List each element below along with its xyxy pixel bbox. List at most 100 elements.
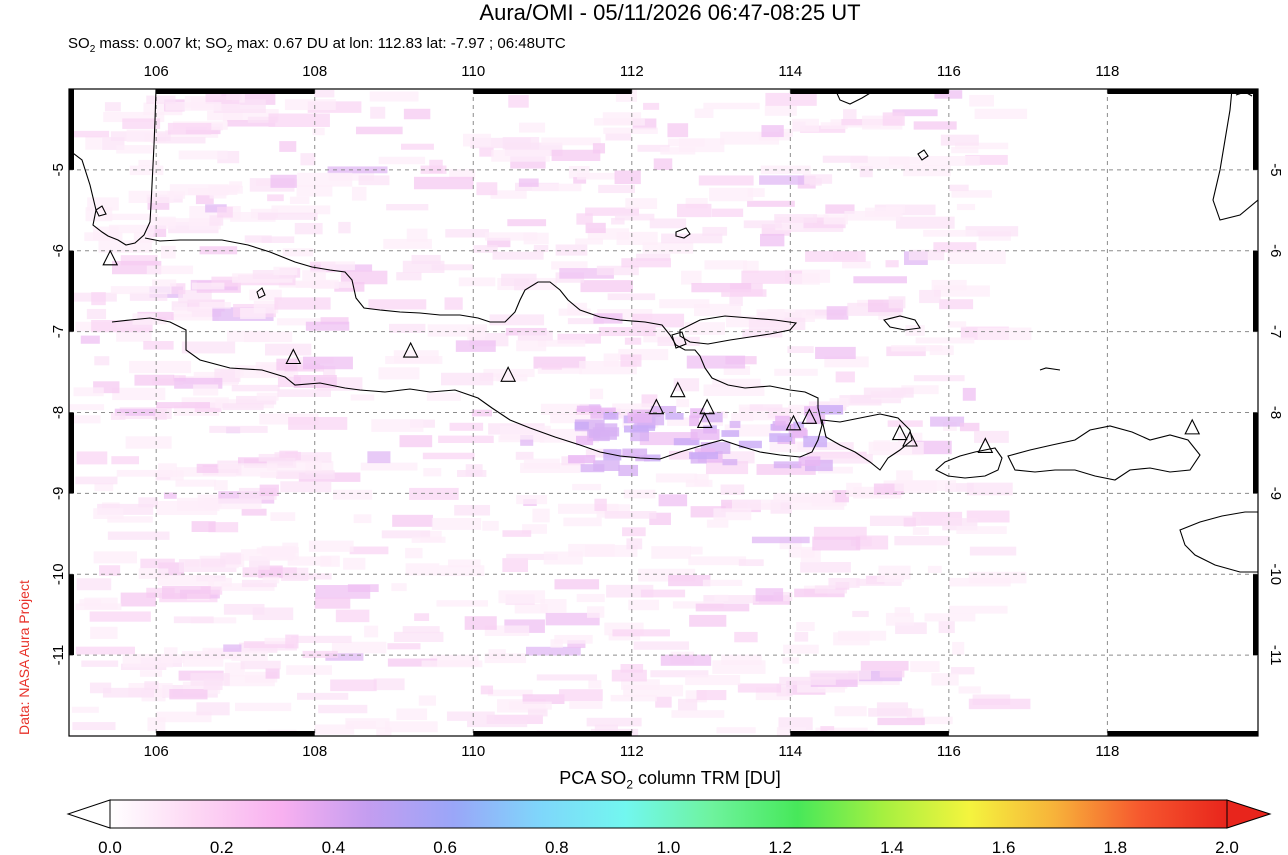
so2-pixel — [349, 546, 389, 555]
so2-pixel — [353, 514, 372, 524]
so2-pixel — [277, 318, 321, 326]
frame-bar-bottom — [156, 731, 315, 736]
so2-pixel-enhanced — [575, 435, 594, 446]
so2-pixel — [231, 651, 268, 661]
so2-pixel-enhanced — [643, 454, 661, 462]
so2-pixel — [487, 689, 533, 697]
so2-pixel — [355, 126, 403, 135]
so2-pixel — [603, 353, 619, 367]
lat-tick-label-right: -9 — [1267, 487, 1284, 500]
so2-pixel — [703, 102, 760, 110]
so2-pixel — [580, 280, 633, 293]
so2-pixel-enhanced — [590, 407, 616, 419]
so2-pixel — [91, 292, 106, 306]
lon-tick-label-bottom: 114 — [778, 743, 802, 760]
so2-pixel-enhanced — [798, 456, 821, 466]
so2-pixel-enhanced — [804, 406, 820, 416]
so2-pixel — [75, 603, 122, 611]
so2-pixel — [358, 175, 390, 186]
lon-tick-label-top: 116 — [937, 63, 961, 80]
so2-pixel-enhanced — [690, 408, 705, 419]
so2-pixel — [146, 587, 175, 598]
so2-pixel — [632, 313, 685, 328]
so2-pixel — [554, 579, 600, 590]
mass-text: mass: 0.007 kt; SO — [95, 35, 227, 52]
so2-pixel — [841, 261, 871, 269]
so2-pixel — [541, 137, 601, 146]
so2-pixel — [234, 702, 292, 712]
volcano-triangle — [402, 341, 419, 358]
so2-pixel — [755, 588, 784, 602]
so2-pixel — [488, 649, 506, 660]
so2-pixel — [729, 296, 743, 306]
so2-pixel — [71, 706, 99, 713]
so2-pixel — [264, 637, 297, 645]
so2-pixel — [314, 597, 351, 609]
so2-pixel — [102, 687, 154, 698]
so2-pixel — [223, 644, 242, 652]
frame-bar-top — [790, 89, 949, 94]
so2-pixel — [418, 695, 436, 706]
so2-pixel — [441, 372, 494, 386]
so2-pixel — [241, 508, 267, 516]
so2-pixel — [238, 487, 277, 500]
so2-pixel — [678, 698, 698, 711]
colorbar-tick-label: 1.2 — [768, 838, 792, 855]
volcano-triangle — [699, 398, 715, 415]
so2-pixel — [267, 194, 284, 202]
so2-pixel-enhanced — [721, 430, 740, 437]
so2-pixel — [586, 717, 642, 727]
so2-pixel — [138, 497, 158, 508]
lon-tick-label-bottom: 110 — [461, 743, 485, 760]
lon-tick-label-bottom: 106 — [144, 743, 169, 760]
frame-bar-left — [69, 89, 74, 170]
so2-pixel — [268, 113, 330, 127]
so2-pixel — [285, 634, 299, 649]
so2-pixel — [779, 128, 793, 137]
coastline-sumbawa — [1007, 425, 1201, 481]
so2-pixel — [594, 118, 645, 126]
so2-pixel — [500, 425, 551, 440]
so2-pixel — [69, 404, 105, 411]
so2-pixel — [874, 204, 936, 216]
lon-tick-label-bottom: 112 — [620, 743, 644, 760]
so2-pixel — [259, 484, 279, 497]
so2-pixel — [218, 463, 278, 477]
so2-pixel — [706, 519, 729, 528]
so2-pixel — [920, 716, 953, 725]
so2-pixel — [608, 633, 641, 641]
volcano-triangle — [801, 408, 818, 424]
so2-pixel — [277, 376, 301, 388]
so2-pixel — [576, 213, 593, 225]
so2-pixel — [863, 387, 914, 398]
so2-pixel — [502, 137, 540, 150]
so2-pixel — [392, 514, 433, 527]
so2-pixel — [712, 660, 766, 674]
so2-pixel — [170, 283, 186, 295]
so2-pixel — [199, 246, 238, 255]
so2-pixel — [709, 187, 754, 202]
so2-pixel — [689, 614, 727, 627]
so2-pixel — [300, 153, 316, 166]
coastline-sumba — [1179, 511, 1258, 573]
so2-pixel — [289, 196, 310, 204]
so2-pixel — [705, 461, 749, 475]
so2-pixel — [673, 378, 700, 392]
so2-pixel — [406, 228, 428, 242]
so2-pixel — [731, 413, 754, 422]
coastline-small-1 — [95, 205, 107, 217]
so2-pixel — [107, 516, 153, 523]
so2-pixel — [283, 573, 332, 580]
so2-pixel — [774, 214, 817, 223]
so2-pixel — [426, 392, 461, 401]
so2-pixel — [360, 462, 418, 471]
so2-pixel — [134, 374, 175, 386]
lat-tick-label-right: -10 — [1267, 563, 1284, 585]
so2-pixel — [655, 473, 698, 483]
so2-pixel — [974, 108, 1028, 120]
so2-pixel — [589, 388, 604, 400]
lat-tick-label-left: -5 — [50, 163, 67, 176]
so2-pixel — [312, 127, 325, 136]
volcano-triangle — [500, 366, 517, 382]
so2-pixel — [737, 683, 782, 693]
